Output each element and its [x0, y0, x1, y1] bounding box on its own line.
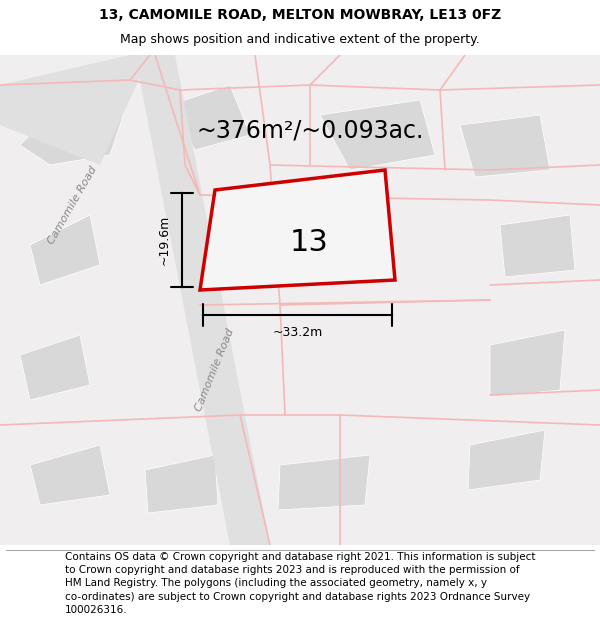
Polygon shape — [20, 335, 90, 400]
Polygon shape — [30, 445, 110, 505]
Text: Map shows position and indicative extent of the property.: Map shows position and indicative extent… — [120, 33, 480, 46]
Text: ~19.6m: ~19.6m — [157, 215, 170, 265]
Polygon shape — [278, 455, 370, 510]
Polygon shape — [500, 215, 575, 277]
Text: 13: 13 — [289, 228, 328, 257]
Polygon shape — [320, 100, 435, 170]
Polygon shape — [145, 455, 218, 513]
Polygon shape — [468, 430, 545, 490]
Text: Camomile Road: Camomile Road — [194, 328, 236, 412]
Polygon shape — [20, 85, 130, 165]
Text: ~33.2m: ~33.2m — [272, 326, 323, 339]
Text: ~376m²/~0.093ac.: ~376m²/~0.093ac. — [196, 118, 424, 142]
Polygon shape — [460, 115, 550, 177]
Text: Camomile Road: Camomile Road — [46, 164, 98, 246]
Polygon shape — [490, 330, 565, 397]
Polygon shape — [200, 170, 395, 290]
Text: Contains OS data © Crown copyright and database right 2021. This information is : Contains OS data © Crown copyright and d… — [65, 552, 535, 615]
Text: 13, CAMOMILE ROAD, MELTON MOWBRAY, LE13 0FZ: 13, CAMOMILE ROAD, MELTON MOWBRAY, LE13 … — [99, 8, 501, 22]
Polygon shape — [170, 85, 250, 150]
Polygon shape — [30, 215, 100, 285]
Polygon shape — [135, 55, 270, 545]
Polygon shape — [0, 55, 150, 165]
